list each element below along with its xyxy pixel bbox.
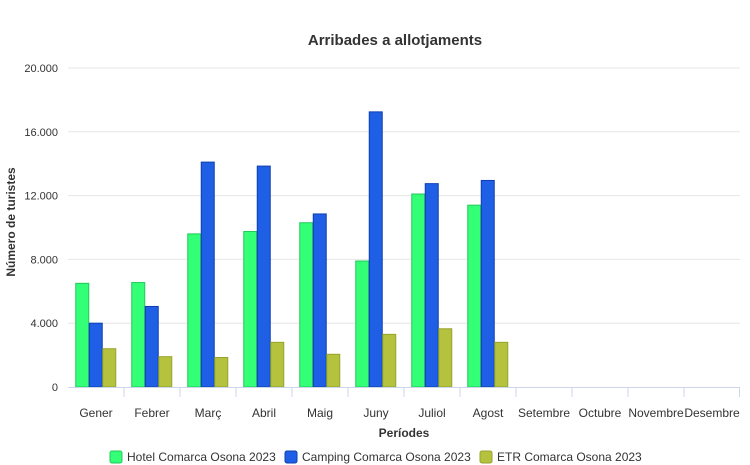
bar-3-maig[interactable] (326, 353, 341, 388)
bar-3-juliol[interactable] (438, 328, 453, 388)
y-tick-label: 8.000 (30, 254, 58, 266)
bar-1-juliol[interactable] (411, 193, 426, 388)
bar-2-febrer[interactable] (144, 305, 159, 388)
x-tick-label: Desembre (684, 406, 740, 420)
legend-item-label[interactable]: ETR Comarca Osona 2023 (497, 450, 642, 464)
x-tick-label: Juny (363, 406, 388, 420)
legend-item-label[interactable]: Hotel Comarca Osona 2023 (127, 450, 276, 464)
bar-2-gener[interactable] (88, 322, 103, 388)
grid-lines (68, 67, 740, 324)
bar-2-maig[interactable] (312, 213, 327, 388)
x-tick-label: Juliol (418, 406, 445, 420)
chart-title: Arribades a allotjaments (308, 32, 482, 49)
y-tick-label: 0 (52, 382, 58, 394)
legend-swatch (284, 450, 298, 464)
y-tick-label: 12.000 (24, 191, 58, 203)
bar-1-juny[interactable] (355, 260, 370, 388)
bar-3-febrer[interactable] (158, 356, 173, 388)
bar-1-gener[interactable] (75, 282, 90, 388)
bar-2-juny[interactable] (368, 111, 383, 388)
x-tick-label: Octubre (579, 406, 622, 420)
x-tick-label: Novembre (628, 406, 684, 420)
legend-swatch (109, 450, 123, 464)
x-tick-label: Març (195, 406, 222, 420)
bar-1-març[interactable] (187, 233, 202, 388)
bar-1-abril[interactable] (243, 230, 258, 388)
bar-1-agost[interactable] (467, 204, 482, 388)
y-tick-label: 16.000 (24, 127, 58, 139)
bar-3-agost[interactable] (494, 341, 509, 388)
y-tick-label: 20.000 (24, 63, 58, 75)
bar-1-maig[interactable] (299, 222, 314, 388)
x-axis-ticks: Gener Febrer Març Abril Maig Juny Juliol Agost S… (79, 387, 740, 420)
bar-3-gener[interactable] (102, 348, 117, 388)
x-tick-label: Maig (307, 406, 333, 420)
x-tick-label: Gener (79, 406, 112, 420)
bar-2-juliol[interactable] (424, 183, 439, 388)
bar-series (75, 111, 509, 388)
bar-3-març[interactable] (214, 356, 229, 388)
x-tick-label: Setembre (518, 406, 570, 420)
x-tick-label: Febrer (134, 406, 169, 420)
legend-swatch (479, 450, 493, 464)
y-axis-title: Número de turistes (4, 167, 18, 277)
y-axis-ticks: 0 4.000 8.000 12.000 16.000 20.000 (24, 63, 58, 394)
bar-2-abril[interactable] (256, 165, 271, 388)
bar-2-agost[interactable] (480, 179, 495, 388)
y-tick-label: 4.000 (30, 318, 58, 330)
x-tick-label: Abril (252, 406, 276, 420)
bar-3-juny[interactable] (382, 333, 397, 388)
bar-1-febrer[interactable] (131, 282, 146, 388)
legend-item-label[interactable]: Camping Comarca Osona 2023 (302, 450, 471, 464)
x-axis-title: Períodes (379, 426, 430, 440)
bar-2-març[interactable] (200, 161, 215, 388)
x-tick-label: Agost (473, 406, 504, 420)
bar-3-abril[interactable] (270, 341, 285, 388)
legend: Hotel Comarca Osona 2023 Camping Comarca … (109, 450, 642, 464)
